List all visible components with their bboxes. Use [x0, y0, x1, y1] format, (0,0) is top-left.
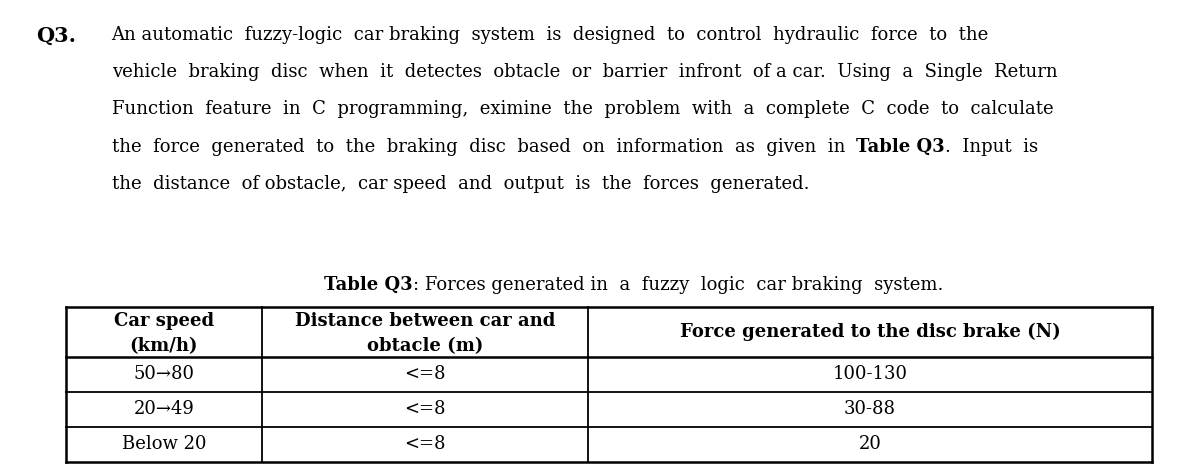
- Text: Force generated to the disc brake (N): Force generated to the disc brake (N): [679, 323, 1061, 341]
- Text: <=8: <=8: [404, 435, 445, 453]
- Text: Below 20: Below 20: [121, 435, 206, 453]
- Text: vehicle  braking  disc  when  it  detectes  obtacle  or  barrier  infront  of a : vehicle braking disc when it detectes ob…: [112, 63, 1057, 81]
- Text: 20→49: 20→49: [133, 400, 194, 418]
- Text: obtacle (m): obtacle (m): [367, 337, 482, 355]
- Text: : Forces generated in  a  fuzzy  logic  car braking  system.: : Forces generated in a fuzzy logic car …: [413, 276, 943, 294]
- Text: Distance between car and: Distance between car and: [295, 312, 554, 330]
- Text: (km/h): (km/h): [130, 337, 198, 355]
- Text: 100-130: 100-130: [833, 365, 907, 383]
- Text: Q3.: Q3.: [36, 26, 76, 46]
- Text: Car speed: Car speed: [114, 312, 214, 330]
- Text: the  distance  of obstacle,  car speed  and  output  is  the  forces  generated.: the distance of obstacle, car speed and …: [112, 175, 809, 193]
- Text: An automatic  fuzzy-logic  car braking  system  is  designed  to  control  hydra: An automatic fuzzy-logic car braking sys…: [112, 26, 989, 44]
- Text: the  force  generated  to  the  braking  disc  based  on  information  as  given: the force generated to the braking disc …: [112, 138, 857, 156]
- Text: Table Q3: Table Q3: [324, 276, 413, 294]
- Text: 30-88: 30-88: [844, 400, 896, 418]
- Text: Table Q3: Table Q3: [857, 138, 946, 156]
- Text: 50→80: 50→80: [133, 365, 194, 383]
- Text: <=8: <=8: [404, 400, 445, 418]
- Text: .  Input  is: . Input is: [946, 138, 1038, 156]
- Text: <=8: <=8: [404, 365, 445, 383]
- Text: 20: 20: [858, 435, 882, 453]
- Text: Function  feature  in  C  programming,  eximine  the  problem  with  a  complete: Function feature in C programming, eximi…: [112, 100, 1054, 119]
